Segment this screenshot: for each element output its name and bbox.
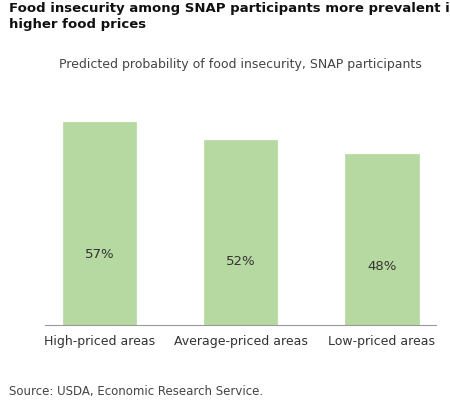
Text: 48%: 48% bbox=[367, 259, 396, 272]
Bar bbox=[63, 123, 136, 325]
Text: Predicted probability of food insecurity, SNAP participants: Predicted probability of food insecurity… bbox=[59, 58, 422, 71]
Bar bbox=[345, 155, 419, 325]
Text: higher food prices: higher food prices bbox=[9, 18, 146, 31]
Bar bbox=[204, 141, 278, 325]
Text: Source: USDA, Economic Research Service.: Source: USDA, Economic Research Service. bbox=[9, 384, 263, 397]
Text: Food insecurity among SNAP participants more prevalent in areas with: Food insecurity among SNAP participants … bbox=[9, 2, 450, 15]
Text: 57%: 57% bbox=[85, 248, 114, 261]
Text: 52%: 52% bbox=[226, 254, 256, 267]
